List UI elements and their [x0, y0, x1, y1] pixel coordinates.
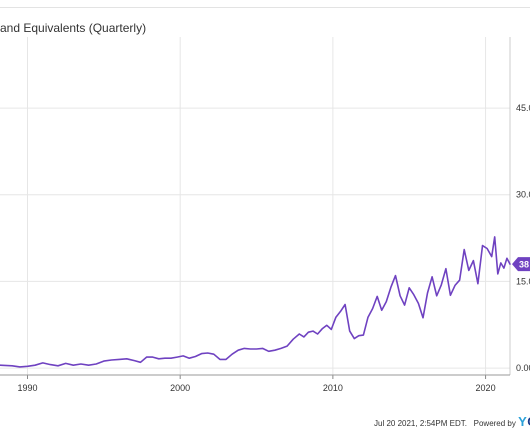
x-tick-label: 2000	[170, 383, 190, 393]
footer-powered-by: Powered by	[473, 419, 516, 428]
chart-footer: Jul 20 2021, 2:54PM EDT. Powered by YCH	[374, 414, 530, 429]
y-tick-label: 45.0	[516, 103, 530, 113]
x-tick-label: 1990	[17, 383, 37, 393]
y-tick-label: 0.00	[516, 363, 530, 373]
chart-title: and Equivalents (Quarterly)	[0, 21, 147, 35]
current-value-badge	[512, 257, 530, 272]
current-value-label: 38	[519, 260, 529, 270]
y-tick-label: 15.0	[516, 276, 530, 286]
series-line	[0, 236, 511, 368]
footer-date: Jul 20 2021, 2:54PM EDT.	[374, 419, 467, 428]
x-tick-label: 2020	[476, 383, 496, 393]
ycharts-logo: YCH	[518, 414, 530, 429]
top-divider	[0, 7, 530, 8]
y-tick-label: 30.0	[516, 190, 530, 200]
x-tick-label: 2010	[323, 383, 343, 393]
